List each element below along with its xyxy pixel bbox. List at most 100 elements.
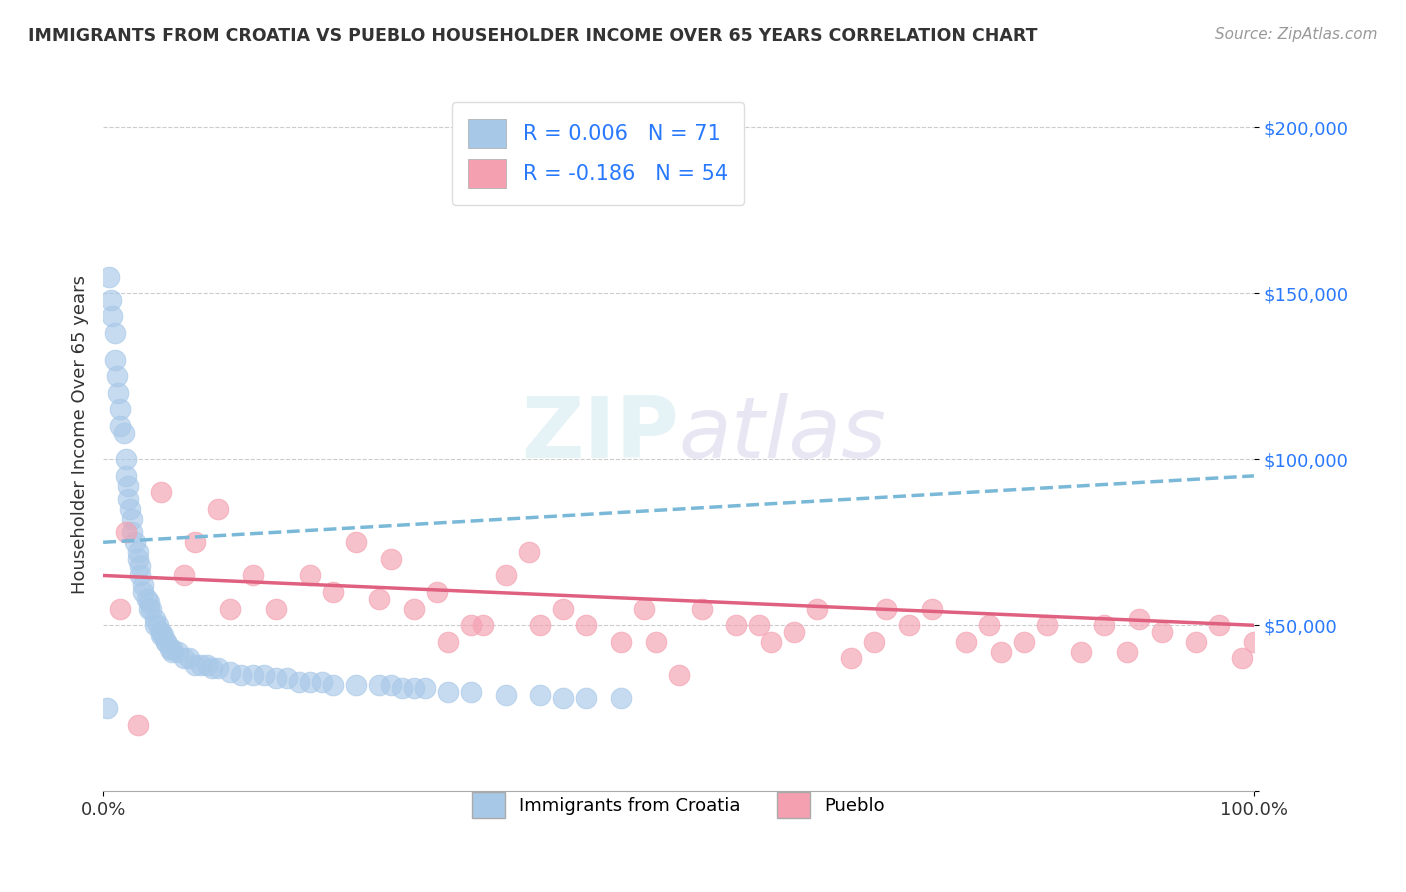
Point: [218, 601, 240, 615]
Point: [132, 578, 155, 592]
Point: [141, 601, 163, 615]
Point: [1208, 618, 1230, 632]
Point: [415, 681, 437, 696]
Point: [159, 641, 181, 656]
Point: [955, 635, 977, 649]
Point: [138, 595, 160, 609]
Point: [1116, 645, 1139, 659]
Point: [1243, 635, 1265, 649]
Point: [875, 601, 897, 615]
Legend: Immigrants from Croatia, Pueblo: Immigrants from Croatia, Pueblo: [465, 785, 891, 825]
Point: [124, 535, 146, 549]
Point: [1128, 612, 1150, 626]
Text: ZIP: ZIP: [520, 392, 679, 475]
Point: [184, 535, 207, 549]
Point: [437, 635, 460, 649]
Point: [460, 618, 482, 632]
Point: [322, 678, 344, 692]
Point: [173, 568, 195, 582]
Point: [129, 558, 152, 573]
Point: [195, 658, 218, 673]
Point: [100, 293, 122, 307]
Point: [748, 618, 770, 632]
Point: [149, 485, 172, 500]
Point: [725, 618, 748, 632]
Point: [105, 369, 128, 384]
Point: [759, 635, 782, 649]
Point: [299, 568, 322, 582]
Point: [517, 545, 540, 559]
Y-axis label: Householder Income Over 65 years: Householder Income Over 65 years: [72, 275, 89, 594]
Point: [311, 674, 333, 689]
Point: [143, 612, 166, 626]
Point: [368, 591, 391, 606]
Point: [201, 661, 224, 675]
Point: [575, 618, 598, 632]
Point: [101, 310, 124, 324]
Point: [184, 658, 207, 673]
Point: [402, 601, 425, 615]
Point: [782, 624, 804, 639]
Point: [231, 668, 253, 682]
Text: Source: ZipAtlas.com: Source: ZipAtlas.com: [1215, 27, 1378, 42]
Point: [242, 568, 264, 582]
Point: [149, 624, 172, 639]
Point: [1092, 618, 1115, 632]
Point: [117, 492, 139, 507]
Point: [115, 525, 138, 540]
Point: [207, 661, 229, 675]
Text: IMMIGRANTS FROM CROATIA VS PUEBLO HOUSEHOLDER INCOME OVER 65 YEARS CORRELATION C: IMMIGRANTS FROM CROATIA VS PUEBLO HOUSEH…: [28, 27, 1038, 45]
Point: [1012, 635, 1035, 649]
Point: [127, 545, 149, 559]
Point: [253, 668, 276, 682]
Point: [979, 618, 1001, 632]
Point: [155, 635, 177, 649]
Point: [368, 678, 391, 692]
Point: [575, 691, 598, 706]
Point: [644, 635, 666, 649]
Point: [97, 269, 120, 284]
Point: [117, 479, 139, 493]
Point: [110, 402, 132, 417]
Point: [437, 684, 460, 698]
Point: [1185, 635, 1208, 649]
Point: [242, 668, 264, 682]
Point: [179, 651, 201, 665]
Point: [495, 688, 517, 702]
Point: [167, 645, 190, 659]
Point: [690, 601, 713, 615]
Point: [127, 718, 149, 732]
Point: [104, 352, 127, 367]
Point: [806, 601, 828, 615]
Point: [1232, 651, 1254, 665]
Point: [104, 326, 127, 340]
Point: [121, 512, 143, 526]
Text: atlas: atlas: [679, 392, 887, 475]
Point: [129, 568, 152, 582]
Point: [380, 678, 402, 692]
Point: [668, 668, 690, 682]
Point: [344, 535, 367, 549]
Point: [218, 665, 240, 679]
Point: [110, 601, 132, 615]
Point: [276, 672, 298, 686]
Point: [264, 601, 287, 615]
Point: [121, 525, 143, 540]
Point: [299, 674, 322, 689]
Point: [610, 691, 633, 706]
Point: [152, 628, 174, 642]
Point: [471, 618, 494, 632]
Point: [990, 645, 1012, 659]
Point: [135, 591, 157, 606]
Point: [460, 684, 482, 698]
Point: [380, 552, 402, 566]
Point: [1150, 624, 1173, 639]
Point: [190, 658, 212, 673]
Point: [132, 585, 155, 599]
Point: [322, 585, 344, 599]
Point: [529, 688, 551, 702]
Point: [207, 502, 229, 516]
Point: [149, 628, 172, 642]
Point: [148, 618, 170, 632]
Point: [115, 468, 138, 483]
